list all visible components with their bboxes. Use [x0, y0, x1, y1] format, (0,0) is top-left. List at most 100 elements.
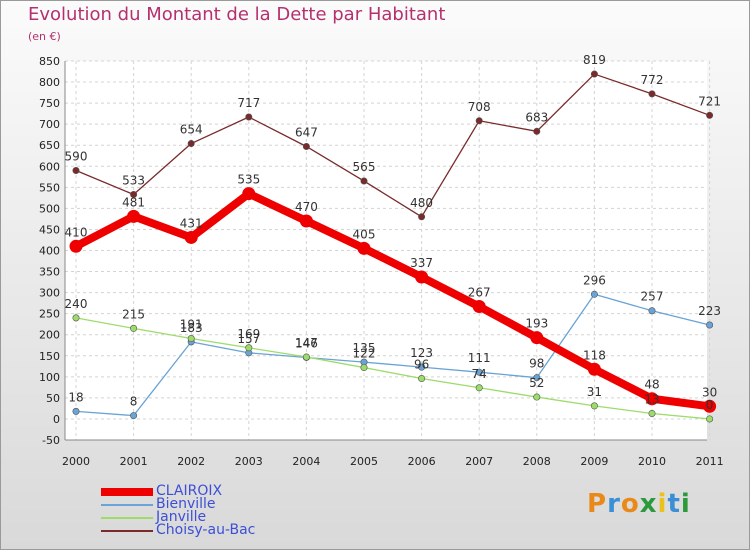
- data-label: 31: [587, 385, 602, 399]
- data-point: [127, 209, 141, 223]
- data-point: [590, 402, 598, 410]
- data-point: [415, 270, 429, 284]
- data-point: [72, 166, 80, 174]
- data-point: [187, 140, 195, 148]
- x-tick-label: 2003: [235, 455, 263, 468]
- data-point: [648, 307, 656, 315]
- data-label: 52: [529, 376, 544, 390]
- legend-swatch-choisy: [101, 529, 153, 532]
- logo-text: Proxiti: [587, 489, 691, 519]
- data-label: 717: [237, 96, 260, 110]
- data-point: [703, 399, 717, 413]
- data-point: [299, 214, 313, 228]
- legend-label-choisy: Choisy-au-Bac: [156, 522, 256, 538]
- data-point: [184, 230, 198, 244]
- data-point: [533, 393, 541, 401]
- data-point: [245, 113, 253, 121]
- data-label: 18: [68, 390, 83, 404]
- x-tick-label: 2009: [580, 455, 608, 468]
- data-label: 240: [65, 297, 88, 311]
- y-tick-label: 150: [39, 350, 60, 363]
- legend-label-clairoix: CLAIROIX: [156, 483, 223, 499]
- y-tick-label: 50: [46, 392, 60, 405]
- x-tick-label: 2005: [350, 455, 378, 468]
- data-label: 296: [583, 273, 606, 287]
- data-label: 654: [180, 123, 203, 137]
- x-tick-label: 2001: [120, 455, 148, 468]
- data-point: [590, 70, 598, 78]
- data-label: 123: [410, 346, 433, 360]
- data-point: [130, 324, 138, 332]
- data-label: 30: [702, 385, 717, 399]
- data-point: [360, 364, 368, 372]
- x-tick-label: 2007: [465, 455, 493, 468]
- data-label: 819: [583, 53, 606, 67]
- data-point: [418, 363, 426, 371]
- data-label: 533: [122, 173, 145, 187]
- y-tick-label: 250: [39, 308, 60, 321]
- series-line-0: [72, 189, 714, 411]
- data-label: 122: [353, 347, 376, 361]
- data-label: 118: [583, 348, 606, 362]
- data-point: [533, 374, 541, 382]
- data-label: 480: [410, 196, 433, 210]
- proxiti-logo: Proxiti: [587, 489, 691, 519]
- data-label: 708: [468, 100, 491, 114]
- data-label: 721: [698, 94, 721, 108]
- data-point: [245, 344, 253, 352]
- y-tick-label: 200: [39, 329, 60, 342]
- y-tick-label: 750: [39, 97, 60, 110]
- y-tick-label: 400: [39, 245, 60, 258]
- data-point: [418, 213, 426, 221]
- data-point: [72, 407, 80, 415]
- y-tick-label: 500: [39, 202, 60, 215]
- legend-label-janville: Janville: [156, 509, 207, 525]
- data-label: 223: [698, 304, 721, 318]
- x-tick-label: 2002: [177, 455, 205, 468]
- data-label: 135: [353, 341, 376, 355]
- y-tick-label: 450: [39, 223, 60, 236]
- legend-label-bienville: Bienville: [156, 496, 216, 512]
- data-label: 111: [468, 351, 491, 365]
- data-point: [590, 290, 598, 298]
- data-point: [472, 300, 486, 314]
- data-label: 146: [295, 336, 318, 350]
- x-tick-label: 2000: [62, 455, 90, 468]
- data-label: 98: [529, 357, 544, 371]
- y-tick-label: 550: [39, 181, 60, 194]
- y-tick-label: 800: [39, 76, 60, 89]
- legend-swatch-clairoix: [101, 487, 153, 496]
- data-label: 147: [295, 336, 318, 350]
- data-label: 191: [180, 318, 203, 332]
- data-point: [706, 321, 714, 329]
- data-label: 535: [237, 173, 260, 187]
- y-tick-label: 700: [39, 118, 60, 131]
- y-tick-label: 300: [39, 287, 60, 300]
- data-label: 0: [706, 398, 714, 412]
- data-point: [357, 241, 371, 255]
- data-label: 157: [237, 332, 260, 346]
- x-tick-label: 2008: [523, 455, 551, 468]
- data-point: [130, 412, 138, 420]
- data-label: 193: [525, 317, 548, 331]
- chart-title: Evolution du Montant de la Dette par Hab…: [28, 4, 446, 25]
- data-point: [360, 177, 368, 185]
- data-label: 8: [130, 395, 138, 409]
- data-point: [130, 190, 138, 198]
- series-line-3: [75, 73, 711, 218]
- data-label: 96: [414, 358, 429, 372]
- data-label: 470: [295, 200, 318, 214]
- data-point: [302, 353, 310, 361]
- data-label: 405: [353, 227, 376, 241]
- x-tick-label: 2010: [638, 455, 666, 468]
- data-label: 772: [641, 73, 664, 87]
- x-tick-label: 2006: [408, 455, 436, 468]
- y-tick-label: 600: [39, 160, 60, 173]
- y-tick-label: 850: [39, 55, 60, 68]
- data-point: [475, 117, 483, 125]
- data-label: 337: [410, 256, 433, 270]
- series-line-2: [75, 317, 711, 420]
- data-point: [72, 314, 80, 322]
